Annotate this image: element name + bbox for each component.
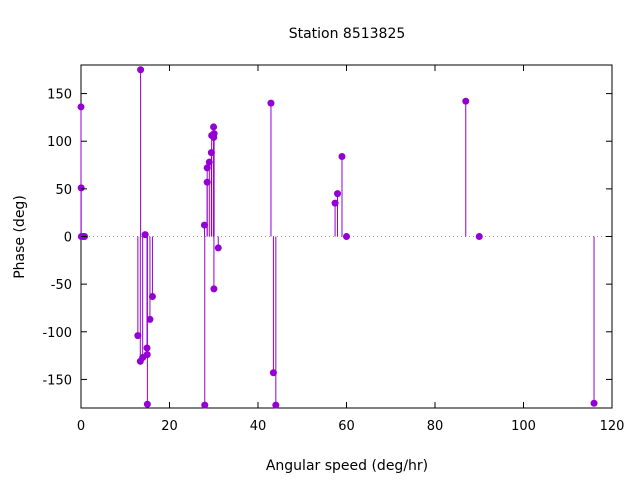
data-point [77, 184, 85, 192]
data-point [141, 231, 149, 239]
data-point [343, 233, 350, 240]
data-point [143, 400, 151, 408]
data-point [148, 293, 156, 301]
x-tick-label: 80 [427, 419, 444, 434]
y-ticks: -150 -100 -50 0 50 100 150 [42, 88, 612, 388]
data-point [203, 178, 211, 186]
y-axis-label: Phase (deg) [12, 195, 28, 279]
data-point [210, 123, 218, 131]
data-point [134, 332, 142, 340]
y-tick-label: -50 [51, 278, 72, 293]
y-tick-label: 150 [47, 88, 72, 103]
x-ticks: 0 20 40 60 80 100 120 [77, 65, 625, 434]
y-tick-label: 50 [55, 183, 72, 198]
data-point [146, 315, 154, 323]
data-point [272, 401, 280, 409]
y-tick-label: -100 [42, 326, 72, 341]
data-point [77, 103, 85, 111]
data-point [590, 399, 598, 407]
y-tick-label: 0 [64, 231, 72, 246]
data-point [269, 369, 277, 377]
markers-group [77, 66, 598, 409]
data-point [143, 351, 151, 359]
y-tick-label: 100 [47, 135, 72, 150]
x-tick-label: 40 [250, 419, 267, 434]
data-point [210, 285, 218, 293]
x-axis-label: Angular speed (deg/hr) [266, 458, 428, 474]
x-tick-label: 0 [77, 419, 85, 434]
data-point [267, 99, 275, 107]
data-point [210, 130, 218, 138]
stems-group [80, 69, 595, 406]
x-tick-label: 100 [511, 419, 536, 434]
data-point [331, 199, 339, 207]
data-point [143, 344, 151, 352]
data-point [205, 158, 213, 166]
data-point [207, 149, 215, 157]
data-point [137, 66, 145, 74]
data-point [203, 164, 211, 172]
data-point [200, 221, 208, 229]
x-tick-label: 120 [600, 419, 625, 434]
data-point [338, 152, 346, 160]
data-point [214, 244, 222, 252]
data-point [462, 97, 470, 105]
x-tick-label: 60 [338, 419, 355, 434]
chart-title: Station 8513825 [289, 26, 406, 42]
y-tick-label: -150 [42, 373, 72, 388]
data-point [475, 233, 483, 240]
x-tick-label: 20 [161, 419, 178, 434]
data-point [201, 401, 209, 409]
data-point [334, 190, 342, 198]
